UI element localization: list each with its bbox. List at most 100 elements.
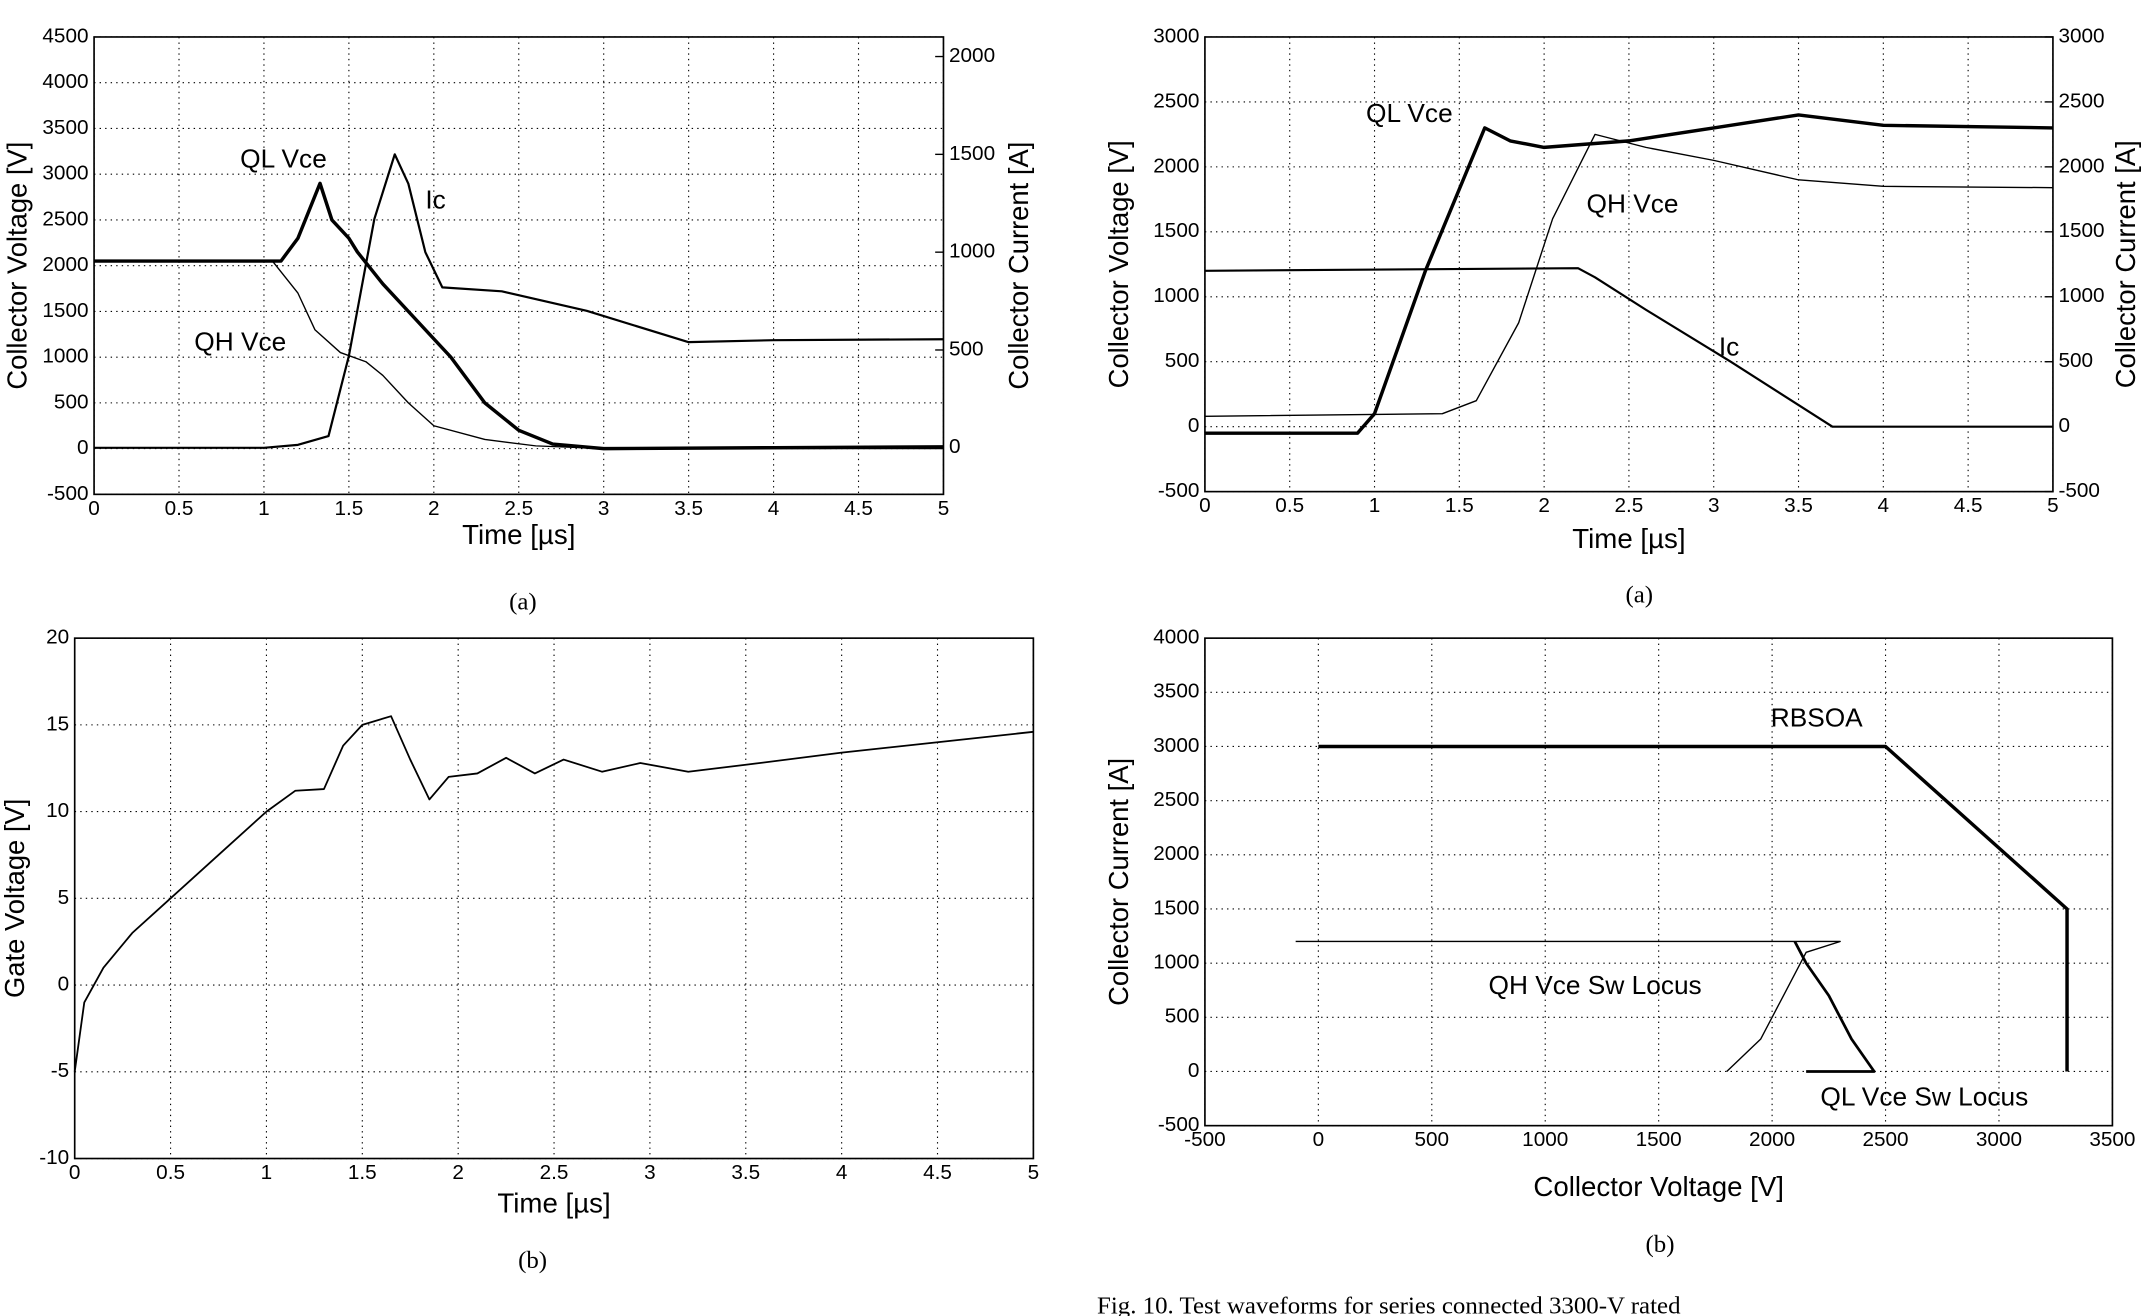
y-tick-label: 0 xyxy=(77,436,89,459)
x-tick-label: 5 xyxy=(938,497,950,520)
y-tick-label: 20 xyxy=(46,626,69,649)
x-axis-label: Time [µs] xyxy=(462,519,575,550)
y-axis-label: Collector Voltage [V] xyxy=(2,142,33,390)
x-tick-label: 0 xyxy=(1199,494,1211,517)
x-tick-label: 1000 xyxy=(1522,1128,1568,1151)
x-tick-label: 3.5 xyxy=(1784,494,1813,517)
caption: (b) xyxy=(518,1247,547,1274)
caption: (b) xyxy=(1646,1231,1675,1258)
x-tick-label: 2.5 xyxy=(1615,494,1644,517)
y2-tick-label: 500 xyxy=(2058,349,2093,372)
y2-tick-label: 0 xyxy=(2058,414,2070,437)
x-tick-label: 4 xyxy=(836,1161,848,1184)
x-tick-label: 5 xyxy=(1028,1161,1040,1184)
annotation: QH Vce Sw Locus xyxy=(1489,970,1702,1000)
series-line xyxy=(1204,267,2053,428)
y-axis-label: Collector Voltage [V] xyxy=(1103,140,1134,388)
x-tick-label: 3.5 xyxy=(731,1161,760,1184)
annotation: Ic xyxy=(1719,332,1739,362)
x-tick-label: 2500 xyxy=(1862,1128,1908,1151)
x-tick-label: 2 xyxy=(1538,494,1550,517)
y-tick-label: -5 xyxy=(51,1059,69,1082)
x-tick-label: 1.5 xyxy=(334,497,363,520)
plot-frame xyxy=(73,637,1035,1160)
x-axis-label: Time [µs] xyxy=(1572,523,1685,554)
y2-tick-label: 1500 xyxy=(949,142,995,165)
x-tick-label: 2.5 xyxy=(540,1161,569,1184)
y-tick-label: 500 xyxy=(1165,349,1200,372)
x-tick-label: 3 xyxy=(1708,494,1720,517)
x-tick-label: 2 xyxy=(428,497,440,520)
x-tick-label: 2000 xyxy=(1749,1128,1795,1151)
annotation: RBSOA xyxy=(1771,702,1864,732)
plot-frame xyxy=(93,36,945,496)
y2-tick-label: 3000 xyxy=(2058,24,2104,47)
x-tick-label: 3 xyxy=(644,1161,656,1184)
y-tick-label: 5 xyxy=(58,886,70,909)
y2-tick-label: 0 xyxy=(949,435,961,458)
x-tick-label: 3500 xyxy=(2089,1128,2135,1151)
x-tick-label: 4 xyxy=(768,497,780,520)
plot-area xyxy=(1204,36,2053,492)
y2-tick-label: 1500 xyxy=(2058,219,2104,242)
annotation: QL Vce Sw Locus xyxy=(1820,1082,2028,1112)
x-tick-label: 0 xyxy=(88,497,100,520)
annotation: QL Vce xyxy=(240,143,327,173)
y-tick-label: 2000 xyxy=(42,253,88,276)
x-tick-label: 1 xyxy=(261,1161,273,1184)
y-tick-label: 1500 xyxy=(1153,219,1199,242)
y-tick-label: -500 xyxy=(1158,479,1199,502)
y2-tick-label: -500 xyxy=(2058,479,2099,502)
y-tick-label: -500 xyxy=(1158,1113,1199,1136)
caption: (a) xyxy=(1625,582,1653,609)
series-line xyxy=(94,181,944,451)
y-tick-label: 1500 xyxy=(42,299,88,322)
y-tick-label: 1500 xyxy=(1153,896,1199,919)
x-tick-label: 4.5 xyxy=(1954,494,1983,517)
figure-caption: Fig. 10. Test waveforms for series conne… xyxy=(1097,1293,1681,1316)
y-tick-label: 1000 xyxy=(42,345,88,368)
annotation: QH Vce xyxy=(194,326,286,356)
caption: (a) xyxy=(509,589,537,616)
series-line xyxy=(1204,113,2053,435)
x-tick-label: 1500 xyxy=(1636,1128,1682,1151)
y-tick-label: 2000 xyxy=(1153,842,1199,865)
series-line xyxy=(1295,940,1841,1072)
x-tick-label: 1 xyxy=(258,497,270,520)
x-tick-label: 0.5 xyxy=(156,1161,185,1184)
y-tick-label: 2500 xyxy=(42,207,88,230)
x-tick-label: 0.5 xyxy=(1275,494,1304,517)
y2-tick-label: 1000 xyxy=(2058,284,2104,307)
x-axis-label: Time [µs] xyxy=(497,1187,610,1218)
y-tick-label: 15 xyxy=(46,712,69,735)
y-tick-label: 3000 xyxy=(42,162,88,185)
y-tick-label: 4500 xyxy=(42,24,88,47)
y-tick-label: -500 xyxy=(47,482,88,505)
x-tick-label: 4.5 xyxy=(923,1161,952,1184)
y-tick-label: 10 xyxy=(46,799,69,822)
y-tick-label: 0 xyxy=(1188,414,1200,437)
y2-tick-label: 2000 xyxy=(2058,154,2104,177)
series-line xyxy=(73,715,1034,1072)
x-tick-label: 1.5 xyxy=(1445,494,1474,517)
x-tick-label: 4.5 xyxy=(844,497,873,520)
y-tick-label: 2000 xyxy=(1153,154,1199,177)
plot-area xyxy=(1204,638,2113,1126)
y-tick-label: 1000 xyxy=(1153,951,1199,974)
y-tick-label: 1000 xyxy=(1153,284,1199,307)
y-tick-label: 2500 xyxy=(1153,788,1199,811)
x-tick-label: 0.5 xyxy=(165,497,194,520)
plot-frame xyxy=(1204,637,2114,1127)
y-tick-label: 0 xyxy=(1188,1059,1200,1082)
x-tick-label: 3000 xyxy=(1976,1128,2022,1151)
annotation: QH Vce xyxy=(1587,189,1679,219)
series-line xyxy=(1204,133,2053,417)
x-axis-label: Collector Voltage [V] xyxy=(1533,1171,1784,1202)
x-tick-label: 2 xyxy=(452,1161,464,1184)
y2-tick-label: 2000 xyxy=(949,44,995,67)
x-tick-label: 3 xyxy=(598,497,610,520)
y-tick-label: 3000 xyxy=(1153,24,1199,47)
x-tick-label: 0 xyxy=(1313,1128,1325,1151)
x-tick-label: 500 xyxy=(1414,1128,1449,1151)
